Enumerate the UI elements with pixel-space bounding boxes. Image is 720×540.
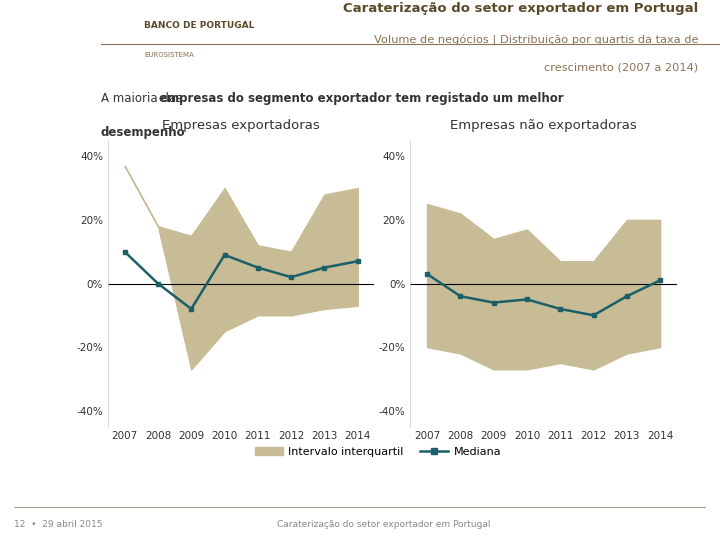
Text: EUROSISTEMA: EUROSISTEMA: [144, 52, 194, 58]
Text: A maioria das: A maioria das: [101, 92, 186, 105]
Text: BANCO DE PORTUGAL: BANCO DE PORTUGAL: [144, 21, 254, 30]
Text: empresas do segmento exportador tem registado um melhor: empresas do segmento exportador tem regi…: [159, 92, 564, 105]
Text: 12  •  29 abril 2015: 12 • 29 abril 2015: [14, 519, 103, 529]
Text: crescimento (2007 a 2014): crescimento (2007 a 2014): [544, 63, 698, 72]
Title: Empresas não exportadoras: Empresas não exportadoras: [450, 119, 637, 132]
Legend: Intervalo interquartil, Mediana: Intervalo interquartil, Mediana: [251, 443, 505, 462]
Text: Caraterização do setor exportador em Portugal: Caraterização do setor exportador em Por…: [343, 2, 698, 15]
Text: desempenho: desempenho: [101, 126, 186, 139]
Text: Volume de negócios | Distribuição por quartis da taxa de: Volume de negócios | Distribuição por qu…: [374, 35, 698, 46]
Text: Caraterização do setor exportador em Portugal: Caraterização do setor exportador em Por…: [277, 519, 490, 529]
Title: Empresas exportadoras: Empresas exportadoras: [162, 119, 320, 132]
